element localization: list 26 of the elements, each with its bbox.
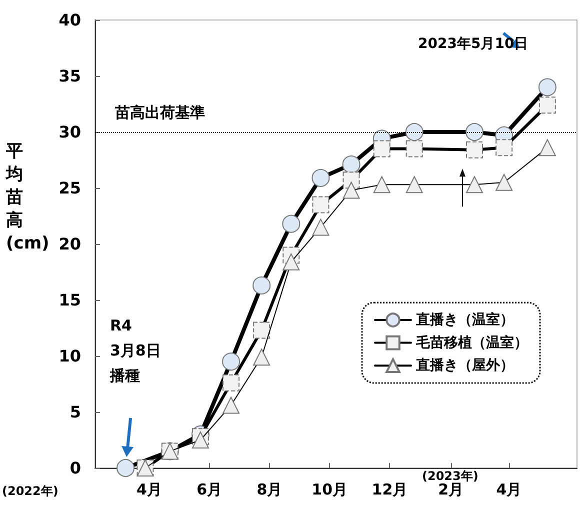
- x-tick-label: 4月: [136, 480, 162, 498]
- text: (2022年): [2, 484, 58, 498]
- y-tick-label: 5: [70, 402, 81, 422]
- legend-label: 直播き（温室）: [415, 311, 514, 328]
- x-tick-label: 2月: [438, 480, 464, 498]
- y-tick-label: 0: [70, 458, 81, 478]
- x-tick-label: 8月: [256, 480, 282, 498]
- annotation: 3月8日: [110, 342, 161, 360]
- legend-label: 直播き（屋外）: [415, 358, 514, 374]
- y-tick-label: 15: [58, 290, 81, 310]
- annotation: R4: [110, 316, 132, 334]
- x-tick-label: 6月: [196, 480, 222, 498]
- y-tick-label: 30: [58, 122, 81, 142]
- x-tick-label: 10月: [312, 480, 348, 498]
- x-tick-label: 4月: [496, 480, 522, 498]
- legend-label: 毛苗移植（温室）: [415, 334, 528, 351]
- y-tick-label: 20: [58, 234, 81, 254]
- y-tick-label: 25: [58, 178, 81, 198]
- y-tick-label: 10: [58, 346, 81, 366]
- x-tick-label: 12月: [372, 480, 408, 498]
- annotation: 播種: [109, 366, 140, 384]
- y-axis-title: 平均苗高(cm): [5, 142, 50, 254]
- ref-line-label: 苗高出荷基準: [114, 104, 205, 122]
- y-tick-label: 40: [58, 10, 81, 30]
- text: (2023年): [422, 469, 478, 483]
- y-tick-label: 35: [58, 66, 81, 86]
